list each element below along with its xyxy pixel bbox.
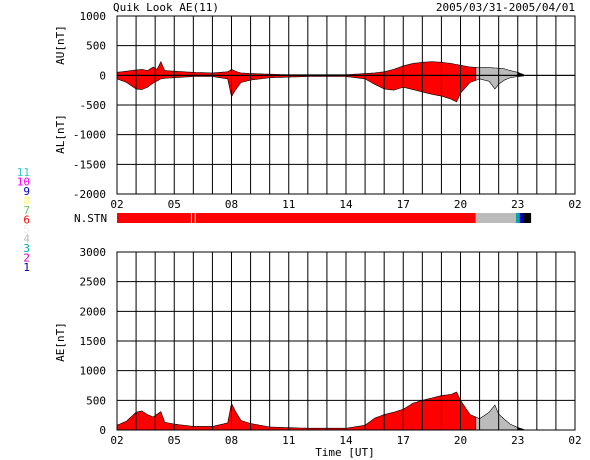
x-tick-label: 17 <box>397 434 410 447</box>
plot-frame <box>116 251 576 431</box>
x-tick-label: 11 <box>282 434 295 447</box>
x-tick-label: 02 <box>568 198 581 211</box>
nstn-bar <box>117 213 532 223</box>
y-tick-label: 0 <box>99 69 106 82</box>
legend-entry: 9 <box>23 185 30 198</box>
au-series-area-active <box>116 60 477 76</box>
legend-entry: 6 <box>23 214 30 227</box>
nstn-segment <box>117 213 192 223</box>
nstn-segment <box>475 213 516 223</box>
x-tick-label: 20 <box>454 198 467 211</box>
x-tick-label: 11 <box>282 198 295 211</box>
legend-entry: 10 <box>17 176 30 189</box>
legend-entry: 7 <box>23 204 30 217</box>
y-tick-label: 1500 <box>80 335 107 348</box>
legend-entry: 5 <box>23 223 30 236</box>
x-tick-label: 02 <box>568 434 581 447</box>
nstn-segment <box>523 213 532 223</box>
y-tick-label: -1000 <box>73 129 106 142</box>
au-series-area-partial <box>475 67 519 76</box>
al-axis-label: AL[nT] <box>54 114 67 154</box>
x-tick-label: 05 <box>168 434 181 447</box>
legend-entry: 1 <box>23 261 30 274</box>
x-tick-label: 08 <box>225 198 238 211</box>
nstn-segment <box>515 213 520 223</box>
x-tick-label: 17 <box>397 198 410 211</box>
y-tick-label: 1000 <box>80 10 107 23</box>
y-tick-label: 500 <box>86 40 106 53</box>
y-tick-label: 500 <box>86 394 106 407</box>
legend-entry: 4 <box>23 233 30 246</box>
nstn-label: N.STN <box>74 212 107 225</box>
legend-entry: 3 <box>23 242 30 255</box>
y-tick-label: -2000 <box>73 188 106 201</box>
al-series-area-partial <box>475 75 519 90</box>
x-tick-label: 02 <box>110 434 123 447</box>
x-tick-label: 05 <box>168 198 181 211</box>
x-tick-label: 02 <box>110 198 123 211</box>
chart-title: Quik Look AE(11) <box>113 1 219 14</box>
y-tick-label: 0 <box>99 424 106 437</box>
plot-frame <box>116 15 576 195</box>
legend-entry: 8 <box>23 195 30 208</box>
legend-entry: 2 <box>23 252 30 265</box>
x-tick-label: 23 <box>511 198 524 211</box>
y-tick-label: 3000 <box>80 246 107 259</box>
ae-series-area-partial <box>475 404 519 431</box>
au-al-panel: 1000 500 0 -500 -1000 -1500 -2000 02 05 08 11 14 17 2… <box>73 10 582 211</box>
legend-entry: 11 <box>17 166 30 179</box>
ae-axis-label: AE[nT] <box>54 322 67 362</box>
y-tick-label: -500 <box>80 99 107 112</box>
x-tick-label: 14 <box>339 434 353 447</box>
x-tick-label: 20 <box>454 434 467 447</box>
x-tick-label: 08 <box>225 434 238 447</box>
y-tick-label: 2000 <box>80 305 107 318</box>
x-tick-label: 23 <box>511 434 524 447</box>
al-series-area-active <box>116 75 477 103</box>
au-axis-label: AU[nT] <box>54 25 67 65</box>
y-tick-label: 2500 <box>80 276 107 289</box>
x-axis-title: Time [UT] <box>315 446 375 459</box>
y-tick-label: -1500 <box>73 158 106 171</box>
date-range: 2005/03/31-2005/04/01 <box>436 1 575 14</box>
x-tick-label: 14 <box>339 198 353 211</box>
nstn-segment <box>519 213 524 223</box>
ae-series-area-active <box>116 391 477 431</box>
ae-panel: 3000 2500 2000 1500 1000 500 0 02 05 08 11 14 17 20 23… <box>80 246 582 447</box>
y-tick-label: 1000 <box>80 365 107 378</box>
nstn-segment <box>191 213 476 223</box>
